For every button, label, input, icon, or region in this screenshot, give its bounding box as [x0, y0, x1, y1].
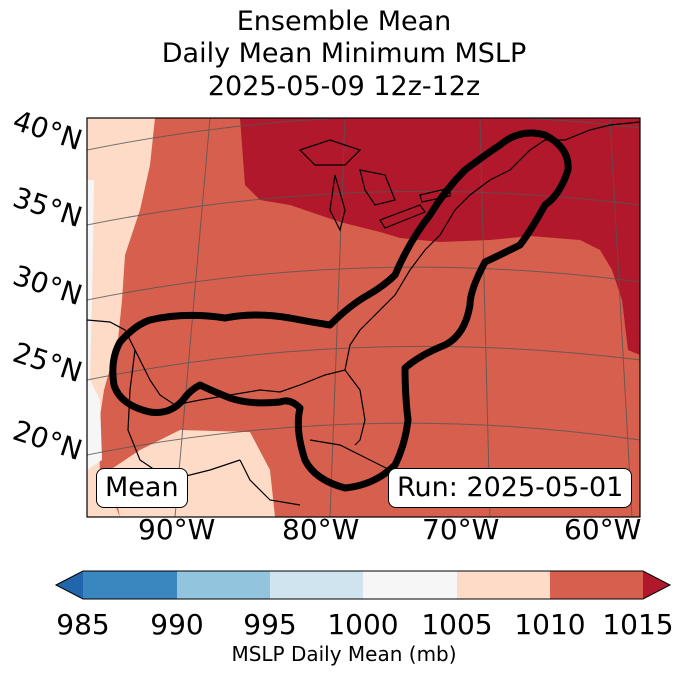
graticule-lat-20: [87, 422, 640, 456]
map-frame: [86, 117, 641, 518]
colorbar-segment-990-995: [177, 571, 270, 599]
title-line-3: 2025-05-09 12z-12z: [207, 71, 481, 102]
coastline-yucatan: [239, 459, 301, 506]
lon-label-60: 60°W: [564, 513, 642, 546]
colorbar-frame: [54, 570, 672, 600]
great-lake-michigan: [329, 174, 346, 232]
colorbar-tick-1000: 1000: [327, 608, 399, 641]
mslp-fill-1000-1005: [87, 180, 102, 470]
colorbar-tick-985: 985: [56, 608, 110, 641]
coastlines: [87, 121, 640, 506]
colorbar-over-arrow: [643, 571, 670, 599]
colorbar-segment-985-990: [83, 571, 177, 599]
title-line-1: Ensemble Mean: [236, 6, 452, 37]
run-date-box: Run: 2025-05-01: [388, 468, 633, 508]
colorbar-tick-1015: 1015: [602, 608, 674, 641]
coastline-florida: [344, 319, 371, 371]
graticule-lat-40: [87, 118, 640, 151]
great-lake-ontario: [419, 187, 451, 203]
colorbar-label: MSLP Daily Mean (mb): [231, 642, 457, 666]
coastline-cuba: [309, 439, 391, 471]
colorbar-segment-1010-1015: [550, 571, 643, 599]
colorbar-segment-995-1000: [270, 571, 363, 599]
coastline-mexico: [127, 349, 241, 481]
colorbar: [54, 570, 672, 600]
mslp-fill-above-1015: [240, 118, 640, 355]
contour-outline: [109, 129, 572, 492]
great-lake-erie: [379, 204, 426, 229]
mslp-fill-1005-1010: [87, 118, 155, 517]
lon-label-90: 90°W: [138, 513, 216, 546]
coastline-atlantic: [369, 121, 640, 321]
great-lake-huron: [359, 169, 396, 206]
colorbar-tick-1005: 1005: [421, 608, 493, 641]
lon-label-70: 70°W: [422, 513, 500, 546]
graticule-lat-25: [87, 345, 640, 381]
graticule-lat-30: [87, 266, 640, 301]
title-line-2: Daily Mean Minimum MSLP: [161, 38, 527, 69]
mean-box: Mean: [96, 468, 188, 508]
coastline-gulf: [87, 319, 366, 446]
lon-label-80: 80°W: [282, 513, 360, 546]
map-area: [87, 118, 640, 517]
colorbar-segment-1000-1005: [363, 571, 457, 599]
colorbar-under-arrow: [56, 571, 83, 599]
graticule: [87, 118, 640, 517]
graticule-lon-60: [609, 118, 633, 517]
colorbar-tick-995: 995: [243, 608, 297, 641]
colorbar-segment-1005-1010: [457, 571, 550, 599]
colorbar-tick-1010: 1010: [514, 608, 586, 641]
colorbar-tick-990: 990: [150, 608, 204, 641]
great-lake-superior: [298, 139, 362, 166]
graticule-lon-70: [479, 118, 491, 517]
graticule-lat-35: [87, 190, 640, 226]
